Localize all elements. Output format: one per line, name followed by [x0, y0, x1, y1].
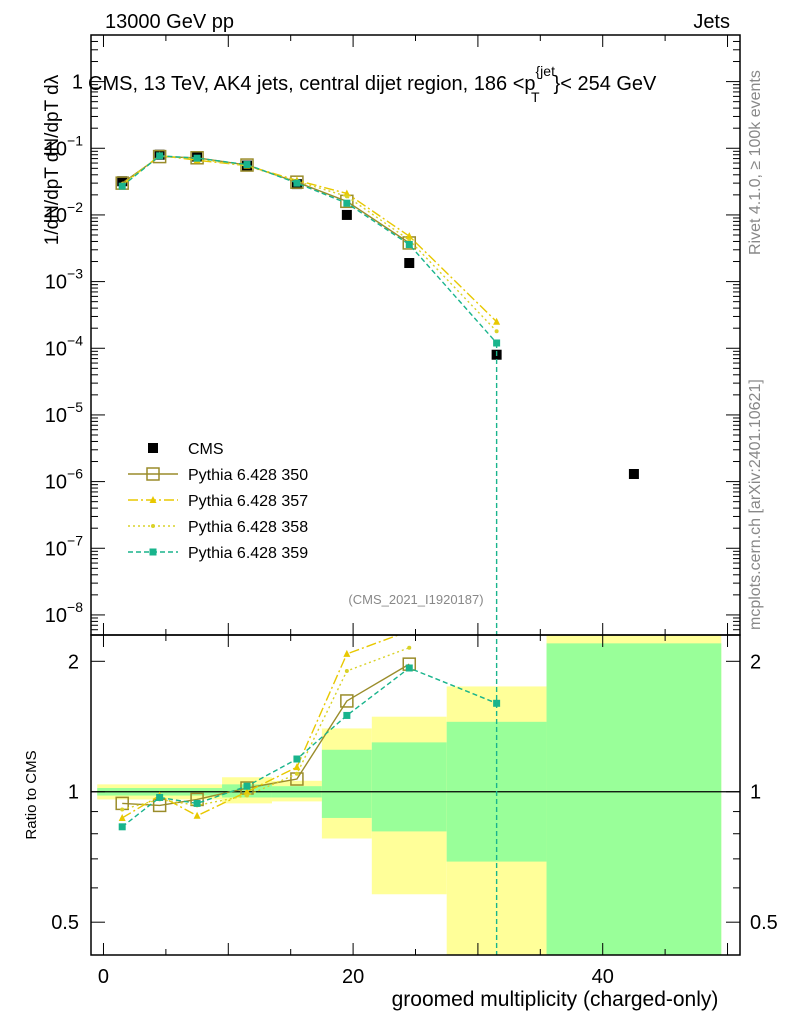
ratio-series-3-point-1 [156, 793, 164, 801]
ratio-y-tick-label-left-1: 1 [68, 782, 79, 804]
ratio-series-2-point-5 [344, 668, 349, 673]
analysis-watermark: (CMS_2021_I1920187) [348, 592, 483, 607]
ratio-series-1-point-3 [243, 787, 251, 795]
main-series-4-point-4 [293, 179, 301, 187]
main-series-0-point-8 [628, 469, 639, 480]
main-y-tick-label-2: 10−2 [45, 199, 83, 227]
plot-title: CMS, 13 TeV, AK4 jets, central dijet reg… [88, 63, 657, 105]
main-series-4-point-1 [156, 152, 164, 160]
ratio-series-2-point-3 [245, 793, 250, 798]
main-series-4-point-0 [118, 182, 126, 190]
main-series-0-point-6 [404, 258, 415, 269]
ratio-band-green-6 [546, 643, 722, 955]
main-series-4-point-3 [243, 161, 251, 169]
title-end: }< 254 GeV [554, 73, 658, 95]
ratio-series-3-point-2 [193, 799, 201, 807]
legend-label-4: Pythia 6.428 359 [188, 545, 308, 562]
main-series-0-point-5 [341, 209, 352, 220]
x-axis-label: groomed multiplicity (charged-only) [392, 988, 719, 1011]
main-series-3-point-7 [494, 329, 499, 334]
rivet-label: Rivet 4.1.0, ≥ 100k events [747, 70, 764, 255]
ratio-series-2-point-0 [120, 807, 125, 812]
legend-marker-2 [149, 496, 157, 503]
ratio-series-1-point-6 [406, 627, 413, 634]
main-series-2-point-5 [343, 189, 351, 197]
ratio-series-1-point-5 [343, 649, 351, 657]
legend-marker-1 [146, 467, 160, 481]
ratio-panel-series [115, 627, 501, 831]
ratio-series-1-point-2 [193, 811, 201, 819]
legend-marker-3 [151, 524, 155, 528]
main-series-line-4 [121, 155, 498, 344]
axes: 0 20 40 1 10−1 10−2 10−3 10−4 10−5 10−6 10−7 10−8 0.… [45, 34, 778, 988]
ratio-y-tick-label-left-0: 0.5 [51, 912, 79, 934]
ratio-series-1-point-0 [118, 813, 126, 821]
main-series-4-point-5 [343, 199, 351, 207]
main-series-line-3 [121, 155, 498, 332]
legend-label-2: Pythia 6.428 357 [188, 493, 308, 510]
ratio-series-3-point-4 [293, 755, 301, 763]
main-series-line-1 [121, 155, 410, 244]
main-y-tick-label-5: 10−5 [45, 399, 83, 427]
ratio-series-3-point-3 [243, 782, 251, 790]
ratio-series-0-point-5 [340, 694, 354, 708]
legend-label-3: Pythia 6.428 358 [188, 519, 308, 536]
legend: CMS Pythia 6.428 350 Pythia 6.428 357 Pythi… [128, 441, 308, 562]
ratio-series-3-point-0 [118, 823, 126, 831]
ratio-series-1-point-4 [293, 763, 301, 771]
main-series-2-point-6 [405, 232, 413, 240]
ratio-series-3-point-5 [343, 711, 351, 719]
main-series-1-point-1 [152, 149, 167, 164]
ratio-band-green-3 [321, 749, 372, 818]
main-y-tick-label-8: 10−8 [45, 599, 83, 627]
legend-label-0: CMS [188, 441, 224, 458]
main-series-4-point-6 [405, 241, 413, 249]
main-y-axis-label: 1/dN/dpT dN/dpT dλ [42, 74, 63, 245]
y-label-text: 1/dN/dpT dN/dpT dλ [42, 74, 63, 245]
ratio-uncertainty-bands [91, 635, 740, 955]
ratio-y-tick-label-left-2: 2 [68, 651, 79, 673]
legend-marker-4 [149, 548, 157, 556]
legend-label-1: Pythia 6.428 350 [188, 467, 308, 484]
title-sub: T [531, 89, 540, 105]
main-panel-series [115, 149, 639, 480]
ratio-y-label: Ratio to CMS [23, 750, 40, 839]
main-y-tick-label-6: 10−6 [45, 466, 83, 494]
main-y-tick-label-3: 10−3 [45, 266, 83, 294]
header-right: Jets [693, 11, 730, 33]
ratio-band-green-4 [371, 742, 447, 832]
main-series-4-point-2 [193, 154, 201, 162]
x-tick-label-1: 20 [342, 966, 364, 988]
legend-marker-0 [148, 443, 158, 453]
ratio-y-tick-label-right-1: 1 [750, 782, 761, 804]
title-main: CMS, 13 TeV, AK4 jets, central dijet reg… [88, 73, 536, 95]
main-y-tick-label-4: 10−4 [45, 332, 83, 360]
ratio-series-3-point-6 [405, 664, 413, 672]
main-series-3-point-5 [344, 194, 349, 199]
ratio-y-tick-label-right-0: 0.5 [750, 912, 778, 934]
header-left: 13000 GeV pp [105, 11, 234, 33]
mcplots-label: mcplots.cern.ch [arXiv:2401.10621] [747, 379, 764, 630]
main-series-2-point-7 [493, 317, 501, 325]
main-y-tick-label-7: 10−7 [45, 532, 83, 560]
ratio-series-2-point-4 [294, 771, 299, 776]
x-tick-label-0: 0 [98, 966, 109, 988]
main-y-tick-label-1: 10−1 [45, 132, 83, 160]
ratio-series-2-point-6 [407, 645, 412, 650]
main-y-tick-label-0: 1 [72, 72, 83, 94]
main-series-line-2 [121, 154, 498, 323]
x-tick-label-2: 40 [592, 966, 614, 988]
main-series-1-point-2 [190, 151, 204, 165]
title-super: {jet [536, 63, 556, 79]
ratio-y-tick-label-right-2: 2 [750, 651, 761, 673]
